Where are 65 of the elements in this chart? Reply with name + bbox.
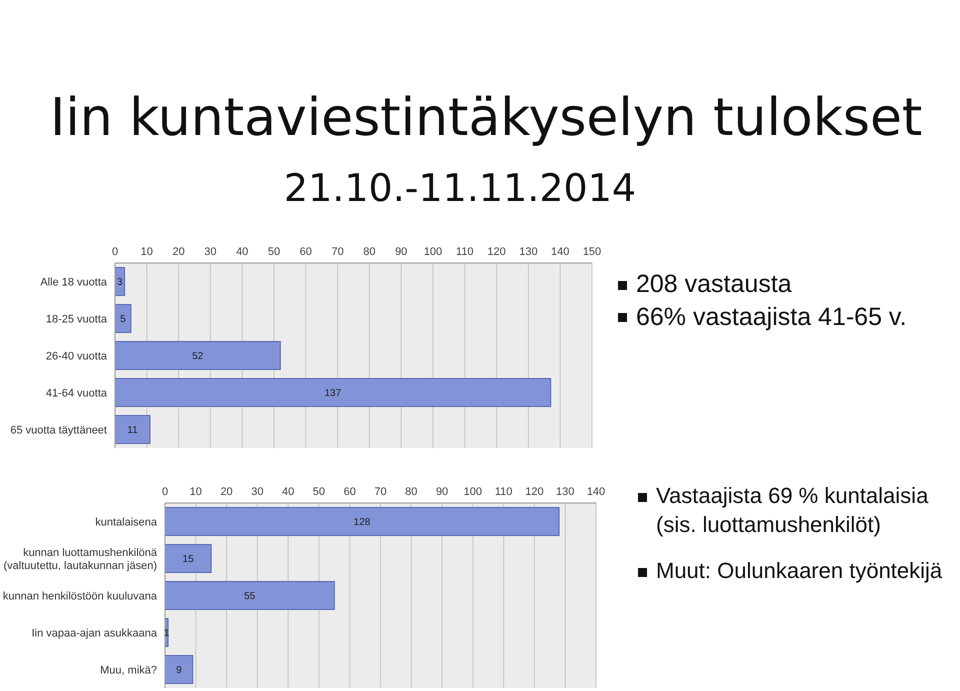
x-tick-label: 80 [405,486,418,498]
data-label: 128 [354,516,371,528]
text: Muut: Oulunkaaren työntekijä [655,557,944,586]
x-tick-label: 140 [551,246,570,258]
text: Vastaajista 69 % kuntalaisia (sis. luottamushenkilöt) [655,482,930,539]
chart-title: Iin kuntaviestintäkyselyn tulokset [50,88,922,148]
bar [165,580,335,610]
y-tick-label: 65 vuotta täyttäneet [10,424,107,436]
y-tick-label: kuntalaisena [95,516,158,528]
bar [115,304,132,333]
x-tick-label: 100 [424,246,442,258]
data-label: 15 [182,554,194,565]
data-label: 3 [116,276,123,288]
x-tick-label: 20 [220,486,233,498]
data-label: 5 [120,314,126,325]
data-label: 1 [164,628,170,639]
x-tick-label: 60 [344,486,356,498]
bar [115,340,281,370]
x-tick-label: 140 [586,486,606,498]
x-tick-label: 60 [300,246,312,258]
x-tick-label: 110 [494,486,512,498]
y-tick-label: Muu, mikä? [100,664,157,676]
x-tick-label: 30 [251,486,264,498]
x-tick-label: 90 [395,246,408,258]
x-tick-label: 40 [236,246,248,258]
bar [165,654,194,684]
y-tick-label: kunnan luottamushenkilönä (valtuutettu, lautakunnan jäsen) [4,547,158,572]
x-tick-label: 50 [268,246,280,258]
text: 66% vastaajista 41-65 v. [635,302,908,332]
text: 208 vastausta [635,269,793,300]
data-label: 137 [324,388,342,399]
x-tick-label: 0 [112,246,118,258]
y-tick-label: 26-40 vuotta [46,350,108,362]
data-label: 55 [244,590,256,602]
x-tick-label: 70 [331,246,344,258]
x-tick-label: 100 [464,486,482,498]
x-tick-label: 130 [519,246,538,258]
x-tick-label: 10 [190,486,202,498]
x-tick-label: 50 [312,486,326,498]
y-tick-label: 18-25 vuotta [46,314,108,326]
x-tick-label: 20 [172,246,185,258]
x-tick-label: 130 [556,486,574,498]
x-tick-label: 120 [525,486,544,498]
x-tick-label: 30 [204,246,217,258]
x-tick-label: 70 [374,486,387,498]
data-label: 52 [192,350,204,362]
x-tick-label: 120 [487,246,506,258]
x-tick-label: 150 [582,246,602,258]
x-tick-label: 80 [363,246,376,258]
y-tick-label: Iin vapaa-ajan asukkaana [32,628,158,640]
x-tick-label: 0 [162,486,168,498]
x-tick-label: 40 [282,486,294,498]
x-tick-label: 10 [140,246,153,258]
bar [115,378,552,407]
data-label: 11 [127,424,138,436]
y-tick-label: 41-64 vuotta [46,388,108,400]
y-tick-label: Alle 18 vuotta [40,276,108,288]
x-tick-label: 90 [436,486,448,498]
chart-subtitle: 21.10.-11.11.2014 [282,166,638,210]
bar [115,414,150,444]
bar [165,506,560,536]
x-tick-label: 110 [456,246,474,258]
y-tick-label: kunnan henkilöstöön kuuluvana [2,590,158,602]
data-label: 9 [176,664,182,676]
bar [165,544,212,573]
